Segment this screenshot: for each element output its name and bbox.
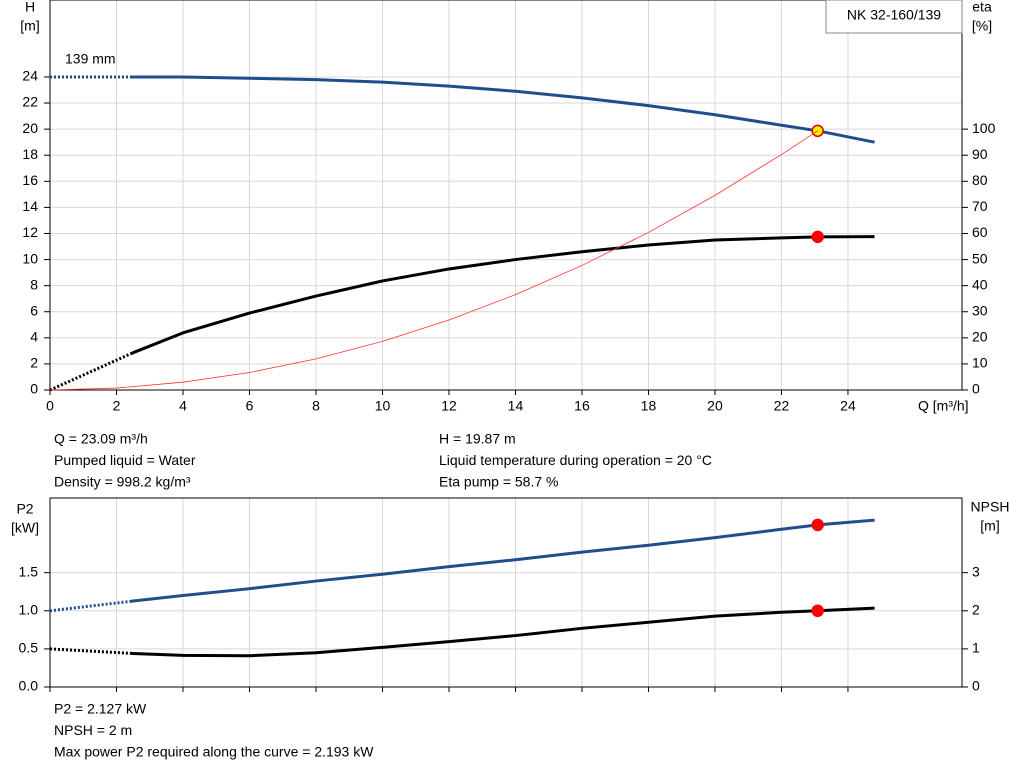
x-tick-label: 0	[46, 398, 54, 414]
info-text: Density = 998.2 kg/m³	[54, 474, 191, 490]
x-tick-label: 16	[574, 398, 590, 414]
curve	[49, 518, 875, 613]
y-tick-label: 1.5	[19, 563, 39, 579]
y2-tick-label: 40	[972, 276, 988, 292]
curve	[50, 75, 875, 144]
x-tick-label: 10	[375, 398, 391, 414]
plot-frame	[49, 497, 963, 688]
y-tick-label: 0	[30, 381, 38, 397]
info-text: Liquid temperature during operation = 20…	[439, 452, 712, 468]
y-tick-label: 8	[30, 276, 38, 292]
operating-point	[811, 124, 824, 138]
x-tick-label: 6	[246, 398, 254, 414]
y2-tick-label: 0	[972, 381, 980, 397]
x-tick-label: 4	[179, 398, 187, 414]
x-tick-label: 12	[441, 398, 457, 414]
info-text: Q = 23.09 m³/h	[54, 431, 148, 447]
y-tick-label: 2	[30, 355, 38, 371]
y-tick-label: 0.5	[19, 640, 39, 656]
operating-point	[811, 518, 824, 532]
x-tick-label: 2	[113, 398, 121, 414]
y2-axis-label: [m]	[980, 518, 999, 534]
y-axis-label: [kW]	[11, 520, 39, 536]
y-tick-label: 4	[30, 329, 38, 345]
y2-tick-label: 70	[972, 198, 988, 214]
y2-tick-label: 2	[972, 601, 980, 617]
y-tick-label: 16	[22, 172, 38, 188]
x-tick-label: 20	[707, 398, 723, 414]
model-label: NK 32-160/139	[847, 7, 941, 23]
curve	[49, 606, 875, 658]
y-tick-label: 12	[22, 224, 38, 240]
y2-tick-label: 10	[972, 355, 988, 371]
y-tick-label: 6	[30, 302, 38, 318]
y2-tick-label: 30	[972, 302, 988, 318]
model-box	[825, 0, 963, 34]
info-text: NPSH = 2 m	[54, 722, 132, 738]
y2-axis-label: NPSH	[971, 499, 1010, 515]
y2-tick-label: 20	[972, 329, 988, 345]
x-tick-label: 24	[840, 398, 856, 414]
curve	[49, 130, 818, 391]
info-text: P2 = 2.127 kW	[54, 701, 147, 717]
info-text: Pumped liquid = Water	[54, 452, 196, 468]
info-text: H = 19.87 m	[439, 431, 516, 447]
y2-axis-label: eta	[972, 0, 992, 15]
y2-tick-label: 100	[972, 120, 996, 136]
info-text: Eta pump = 58.7 %	[439, 474, 558, 490]
y-axis-label: H	[25, 0, 35, 15]
curve	[49, 235, 875, 392]
y-axis-label: P2	[16, 501, 33, 517]
y2-tick-label: 1	[972, 640, 980, 656]
y-tick-label: 14	[22, 198, 38, 214]
y2-tick-label: 50	[972, 250, 988, 266]
operating-point	[811, 230, 824, 244]
y2-axis-label: [%]	[972, 18, 992, 34]
x-tick-label: 8	[312, 398, 320, 414]
y2-tick-label: 90	[972, 146, 988, 162]
y2-tick-label: 0	[972, 678, 980, 694]
x-tick-label: 22	[774, 398, 790, 414]
y-tick-label: 18	[22, 146, 38, 162]
y-tick-label: 10	[22, 250, 38, 266]
plot-frame	[49, 0, 963, 391]
y2-tick-label: 60	[972, 224, 988, 240]
y-tick-label: 24	[22, 68, 38, 84]
y-tick-label: 1.0	[19, 601, 39, 617]
y2-tick-label: 3	[972, 563, 980, 579]
y-tick-label: 20	[22, 120, 38, 136]
operating-point	[811, 604, 824, 618]
y2-tick-label: 80	[972, 172, 988, 188]
y-axis-label: [m]	[20, 18, 39, 34]
x-tick-label: 14	[508, 398, 524, 414]
y-tick-label: 0.0	[19, 678, 39, 694]
annotation: 139 mm	[65, 51, 116, 67]
x-axis-label: Q [m³/h]	[918, 398, 969, 414]
y-tick-label: 22	[22, 94, 38, 110]
x-tick-label: 18	[641, 398, 657, 414]
info-text: Max power P2 required along the curve = …	[54, 744, 374, 760]
